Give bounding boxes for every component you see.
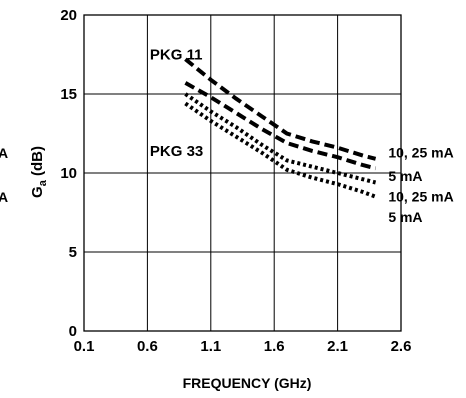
grid	[83, 14, 402, 332]
y-axis-label-unit: (dB)	[29, 146, 46, 180]
edge-fragment-2: A	[0, 189, 8, 205]
x-axis-label: FREQUENCY (GHz)	[183, 375, 312, 391]
series-line-1	[184, 57, 377, 161]
annotation-label: 10, 25 mA	[388, 144, 453, 160]
annotation-label: PKG 33	[150, 143, 203, 160]
y-axis-label: Ga (dB)	[29, 146, 49, 198]
annotations: PKG 11 PKG 33 10, 25 mA 5 mA 10, 25 mA 5 mA	[150, 47, 454, 226]
annotation-label: PKG 11	[150, 47, 203, 64]
x-tick-label: 0.6	[137, 338, 158, 355]
x-tick-label: 1.1	[200, 338, 221, 355]
y-tick-labels: 0 5 10 15 20	[60, 7, 77, 340]
x-tick-label: 2.6	[391, 338, 412, 355]
edge-fragment-1: A	[0, 145, 8, 161]
y-tick-label: 15	[60, 86, 77, 103]
x-tick-label: 2.1	[327, 338, 348, 355]
annotation-label: 10, 25 mA	[388, 189, 453, 205]
y-axis-label-main: G	[29, 186, 46, 198]
annotation-label: 5 mA	[388, 209, 422, 225]
x-tick-label: 0.1	[74, 338, 95, 355]
y-tick-label: 0	[69, 323, 77, 340]
y-tick-label: 5	[69, 244, 77, 261]
y-tick-label: 20	[60, 7, 77, 24]
annotation-label: 5 mA	[388, 168, 422, 184]
x-tick-labels: 0.1 0.6 1.1 1.6 2.1 2.6	[74, 338, 412, 355]
series-line-4	[184, 101, 377, 199]
y-tick-label: 10	[60, 165, 77, 182]
x-tick-label: 1.6	[264, 338, 285, 355]
series-line-2	[184, 81, 377, 171]
y-axis-label-subscript: a	[37, 179, 49, 186]
series-line-3	[184, 92, 377, 185]
series-layer	[184, 57, 377, 199]
plot-frame	[83, 14, 402, 332]
